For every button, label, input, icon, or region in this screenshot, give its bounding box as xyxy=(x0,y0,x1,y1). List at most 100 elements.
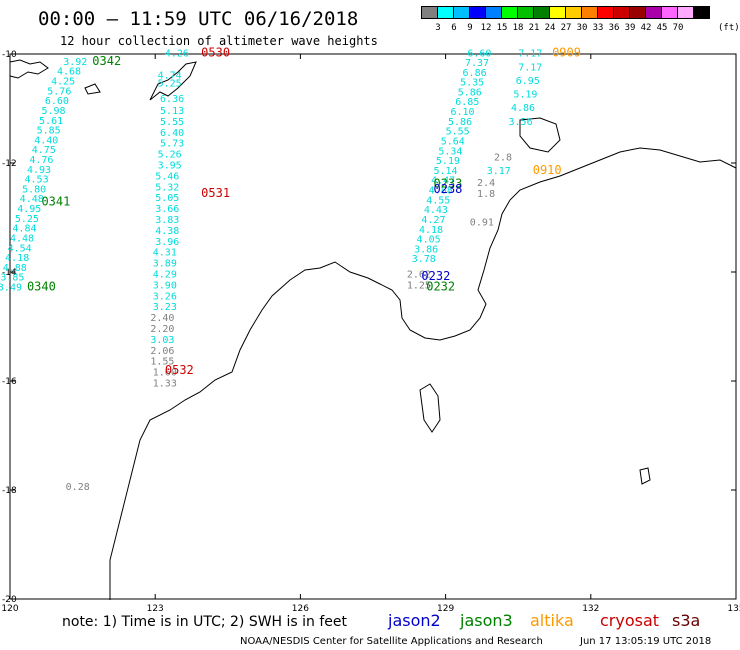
swh-label: 4.05 xyxy=(417,235,441,246)
coastline xyxy=(639,467,651,485)
swh-label: 5.05 xyxy=(155,193,179,204)
swh-label: 0232 xyxy=(421,269,450,283)
swh-label: 3.89 xyxy=(153,259,177,270)
swh-label: 4.95 xyxy=(17,204,41,215)
swh-label: 0531 xyxy=(201,186,230,200)
coastline xyxy=(519,117,561,153)
legend-jason3: jason3 xyxy=(460,611,513,630)
swh-label: 3.56 xyxy=(509,117,533,128)
swh-label: 0232 xyxy=(426,280,455,294)
swh-label: 0530 xyxy=(201,46,230,60)
swh-label: 5.32 xyxy=(155,182,179,193)
swh-label: 5.34 xyxy=(438,146,462,157)
swh-label: 5.64 xyxy=(441,136,465,147)
colorbar-label: 33 xyxy=(592,23,604,33)
colorbar-label: 6 xyxy=(451,23,457,33)
colorbar-label: 39 xyxy=(624,23,636,33)
swh-label: 2.62 xyxy=(407,269,431,280)
swh-label: 0342 xyxy=(92,54,121,68)
swh-label: 3.17 xyxy=(487,166,511,177)
swh-label: 6.10 xyxy=(450,107,474,118)
swh-label: 1.25 xyxy=(407,280,431,291)
coastline xyxy=(109,147,737,600)
coastline xyxy=(84,83,101,95)
swh-label: 0340 xyxy=(27,280,56,294)
swh-label: 3.83 xyxy=(155,215,179,226)
swh-label: 5.85 xyxy=(37,126,61,137)
swh-label: 5.76 xyxy=(47,86,71,97)
map-title: 00:00 – 11:59 UTC 06/16/2018 xyxy=(38,8,359,30)
swh-label: 3.26 xyxy=(153,291,177,302)
swh-label: 6.60 xyxy=(467,49,491,60)
map-subtitle: 12 hour collection of altimeter wave hei… xyxy=(60,34,378,48)
y-tick-label: -18 xyxy=(2,486,17,496)
swh-label: 3.78 xyxy=(412,254,436,265)
swh-label: 3.95 xyxy=(158,160,182,171)
swh-label: 6.86 xyxy=(463,68,487,79)
swh-label: 4.48 xyxy=(20,194,44,205)
swh-label: 6.95 xyxy=(516,76,540,87)
coastline xyxy=(9,59,49,79)
swh-label: 0.28 xyxy=(66,482,90,493)
swh-label: 4.18 xyxy=(419,225,443,236)
swh-label: 5.19 xyxy=(436,156,460,167)
swh-label: 3.92 xyxy=(63,57,87,68)
swh-label: 2.8 xyxy=(494,152,512,163)
swh-label: 4.48 xyxy=(10,233,34,244)
swh-label: 3.96 xyxy=(155,237,179,248)
swh-label: 4.93 xyxy=(27,165,51,176)
swh-label: 0233 xyxy=(434,177,463,191)
swh-label: 1.60 xyxy=(153,368,177,379)
swh-label: 4.40 xyxy=(34,135,58,146)
x-tick-label: 126 xyxy=(292,604,309,614)
x-tick-label: 129 xyxy=(437,604,454,614)
swh-label: 0341 xyxy=(41,195,70,209)
footer-timestamp: Jun 17 13:05:19 UTC 2018 xyxy=(580,636,712,647)
swh-label: 0.91 xyxy=(470,218,494,229)
y-tick-label: -14 xyxy=(2,268,17,278)
swh-label: 4.47 xyxy=(431,176,455,187)
swh-label: 0238 xyxy=(434,182,463,196)
swh-label: 5.25 xyxy=(15,214,39,225)
swh-label: 5.55 xyxy=(446,127,470,138)
swh-label: 4.86 xyxy=(511,103,535,114)
swh-label: 5.13 xyxy=(160,106,184,117)
swh-label: 4.31 xyxy=(153,248,177,259)
footer-note: note: 1) Time is in UTC; 2) SWH is in fe… xyxy=(62,614,348,630)
swh-label: 4.29 xyxy=(153,269,177,280)
swh-label: 5.86 xyxy=(448,117,472,128)
x-tick-label: 120 xyxy=(1,604,18,614)
swh-label: 4.26 xyxy=(165,49,189,60)
swh-label: 5.19 xyxy=(513,90,537,101)
colorbar-label: 45 xyxy=(656,23,668,33)
swh-label: 4.25 xyxy=(51,77,75,88)
swh-label: 2.20 xyxy=(150,324,174,335)
footer-organization: NOAA/NESDIS Center for Satellite Applica… xyxy=(240,636,543,647)
swh-label: 4.76 xyxy=(29,155,53,166)
x-tick-label: 123 xyxy=(147,604,164,614)
swh-label: 5.35 xyxy=(460,78,484,89)
swh-label: 6.40 xyxy=(160,128,184,139)
colorbar-unit: (ft) xyxy=(718,23,740,33)
legend-s3a: s3a xyxy=(672,611,701,630)
swh-colorbar xyxy=(421,6,710,19)
swh-label: 4.43 xyxy=(424,205,448,216)
colorbar-label: 18 xyxy=(512,23,524,33)
swh-label: 5.25 xyxy=(158,79,182,90)
swh-label: 1.33 xyxy=(153,378,177,389)
swh-colorbar-labels: 3 6 9 12 15 18 21 24 27 30 33 36 39 42 45 70 xyxy=(422,23,686,33)
y-tick-label: -10 xyxy=(2,50,17,60)
y-tick-label: -12 xyxy=(2,159,17,169)
swh-label: 0910 xyxy=(533,163,562,177)
swh-label: 5.26 xyxy=(158,150,182,161)
swh-label: 3.23 xyxy=(153,302,177,313)
colorbar-label: 12 xyxy=(480,23,492,33)
swh-label: 5.86 xyxy=(458,87,482,98)
coastline xyxy=(149,61,197,101)
swh-label: 0532 xyxy=(165,363,194,377)
swh-label: 1.8 xyxy=(477,189,495,200)
swh-label: 7.17 xyxy=(518,49,542,60)
y-tick-label: -16 xyxy=(2,377,17,387)
swh-label: 6.36 xyxy=(160,94,184,105)
swh-label: 4.88 xyxy=(3,263,27,274)
